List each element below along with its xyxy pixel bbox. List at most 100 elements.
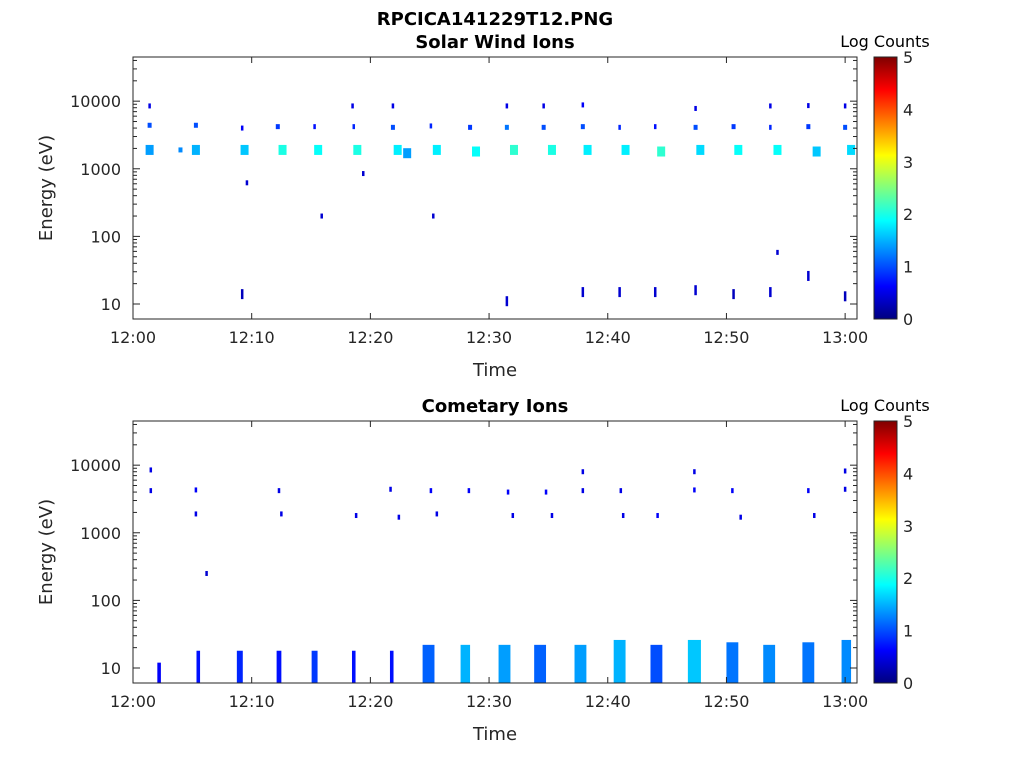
y-tick-label: 1000 bbox=[80, 160, 121, 179]
spectrogram-cell bbox=[739, 514, 742, 520]
colorbar-tick-label: 1 bbox=[903, 258, 913, 277]
spectrogram-cell bbox=[504, 124, 509, 130]
spectrogram-cell bbox=[320, 213, 323, 219]
cometary-title: Cometary Ions bbox=[422, 396, 569, 417]
cometary-colorbar bbox=[874, 421, 897, 683]
colorbar-tick-label: 5 bbox=[903, 412, 913, 431]
spectrogram-cell bbox=[581, 102, 585, 108]
spectrogram-cell bbox=[550, 513, 554, 519]
cometary-colorbar-ticks: 0 1 2 3 4 5 bbox=[903, 412, 913, 693]
spectrogram-cell bbox=[240, 125, 244, 131]
spectrogram-cell bbox=[275, 124, 280, 130]
y-tick-label: 100 bbox=[90, 591, 121, 610]
cometary-ylabel: Energy (eV) bbox=[36, 499, 57, 605]
spectrogram-cell bbox=[245, 180, 249, 186]
cometary-xlabel: Time bbox=[472, 724, 517, 745]
colorbar-tick-label: 2 bbox=[903, 569, 913, 588]
spectrogram-cell bbox=[429, 123, 433, 129]
spectrogram-cell bbox=[149, 467, 153, 473]
spectrogram-cell bbox=[178, 147, 183, 153]
y-tick-label: 1000 bbox=[80, 524, 121, 543]
colorbar-tick-label: 4 bbox=[903, 464, 913, 483]
spectrogram-cell bbox=[807, 270, 810, 281]
spectrogram-cell bbox=[806, 124, 811, 130]
x-tick-label: 12:10 bbox=[229, 328, 275, 347]
solar-wind-panel: Solar Wind Ions 12:00 12:10 12:20 12:30 12:4… bbox=[36, 32, 930, 381]
colorbar-tick-label: 4 bbox=[903, 100, 913, 119]
spectrogram-cell bbox=[843, 468, 847, 474]
spectrogram-cell bbox=[353, 144, 362, 155]
spectrogram-burst bbox=[802, 642, 815, 683]
x-tick-label: 12:20 bbox=[347, 328, 393, 347]
x-tick-label: 12:40 bbox=[585, 328, 631, 347]
spectrogram-cell bbox=[351, 103, 354, 109]
spectrogram-cell bbox=[505, 296, 509, 307]
spectrogram-cell bbox=[773, 144, 782, 155]
spectrogram-cell bbox=[544, 489, 548, 495]
cometary-cells bbox=[149, 467, 852, 683]
spectrogram-cell bbox=[240, 144, 249, 155]
solar-wind-ylabel: Energy (eV) bbox=[36, 135, 57, 241]
solar-wind-colorbar-ticks: 0 1 2 3 4 5 bbox=[903, 48, 913, 329]
spectrogram-cell bbox=[694, 105, 697, 111]
spectrogram-cell bbox=[694, 285, 697, 296]
spectrogram-cell bbox=[731, 124, 736, 130]
spectrogram-cell bbox=[847, 144, 856, 155]
spectrogram-cell bbox=[468, 124, 473, 130]
cometary-colorbar-frame bbox=[873, 420, 898, 684]
spectrogram-cell bbox=[653, 124, 657, 130]
spectrogram-cell bbox=[403, 148, 412, 159]
spectrogram-cell bbox=[505, 103, 509, 109]
spectrogram-cell bbox=[813, 513, 816, 519]
x-tick-label: 12:50 bbox=[703, 328, 749, 347]
x-tick-label: 12:10 bbox=[229, 692, 275, 711]
spectrogram-cell bbox=[693, 469, 696, 475]
spectrogram-cell bbox=[509, 144, 518, 155]
spectrogram-cell bbox=[390, 124, 395, 130]
spectrogram-cell bbox=[435, 511, 439, 517]
spectrogram-cell bbox=[393, 144, 402, 155]
colorbar-tick-label: 1 bbox=[903, 622, 913, 641]
spectrogram-cell bbox=[352, 124, 356, 130]
spectrogram-burst bbox=[311, 650, 318, 683]
spectrogram-cell bbox=[541, 124, 546, 130]
y-tick-label: 10 bbox=[101, 295, 121, 314]
spectrogram-cell bbox=[731, 488, 734, 494]
spectrogram-cell bbox=[580, 124, 585, 130]
spectrogram-cell bbox=[618, 124, 621, 130]
spectrogram-cell bbox=[429, 488, 433, 494]
spectrogram-cell bbox=[147, 122, 152, 128]
spectrogram-cell bbox=[807, 488, 810, 494]
x-tick-label: 13:00 bbox=[822, 328, 868, 347]
spectrogram-cell bbox=[194, 487, 198, 493]
cometary-plot-area bbox=[133, 421, 857, 683]
spectrogram-cell bbox=[511, 513, 515, 519]
colorbar-tick-label: 3 bbox=[903, 153, 913, 172]
spectrogram-burst bbox=[574, 644, 587, 683]
y-tick-label: 10000 bbox=[70, 456, 121, 475]
x-tick-label: 12:40 bbox=[585, 692, 631, 711]
spectrogram-cell bbox=[843, 291, 847, 302]
spectrogram-cell bbox=[618, 287, 621, 298]
spectrogram-burst bbox=[276, 650, 282, 683]
solar-wind-colorbar-label: Log Counts bbox=[840, 32, 930, 51]
spectrogram-burst bbox=[613, 639, 626, 683]
solar-wind-y-ticks: 10 100 1000 10000 bbox=[70, 59, 857, 314]
x-tick-label: 13:00 bbox=[822, 692, 868, 711]
x-tick-label: 12:00 bbox=[110, 692, 156, 711]
spectrogram-cell bbox=[581, 469, 585, 475]
cometary-panel: Cometary Ions 12:00 12:10 12:20 12:30 12:40 1… bbox=[36, 396, 930, 745]
spectrogram-cell bbox=[696, 144, 705, 155]
spectrogram-cell bbox=[313, 124, 316, 130]
spectrogram-cell bbox=[656, 513, 659, 519]
spectrogram-cell bbox=[314, 144, 323, 155]
spectrogram-cell bbox=[843, 124, 848, 130]
spectrogram-cell bbox=[621, 513, 625, 519]
spectrogram-burst bbox=[389, 650, 394, 683]
spectrogram-cell bbox=[843, 103, 847, 109]
spectrogram-cell bbox=[362, 171, 365, 177]
spectrogram-burst bbox=[534, 644, 547, 683]
spectrogram-cell bbox=[397, 514, 401, 520]
solar-wind-colorbar bbox=[874, 57, 897, 319]
